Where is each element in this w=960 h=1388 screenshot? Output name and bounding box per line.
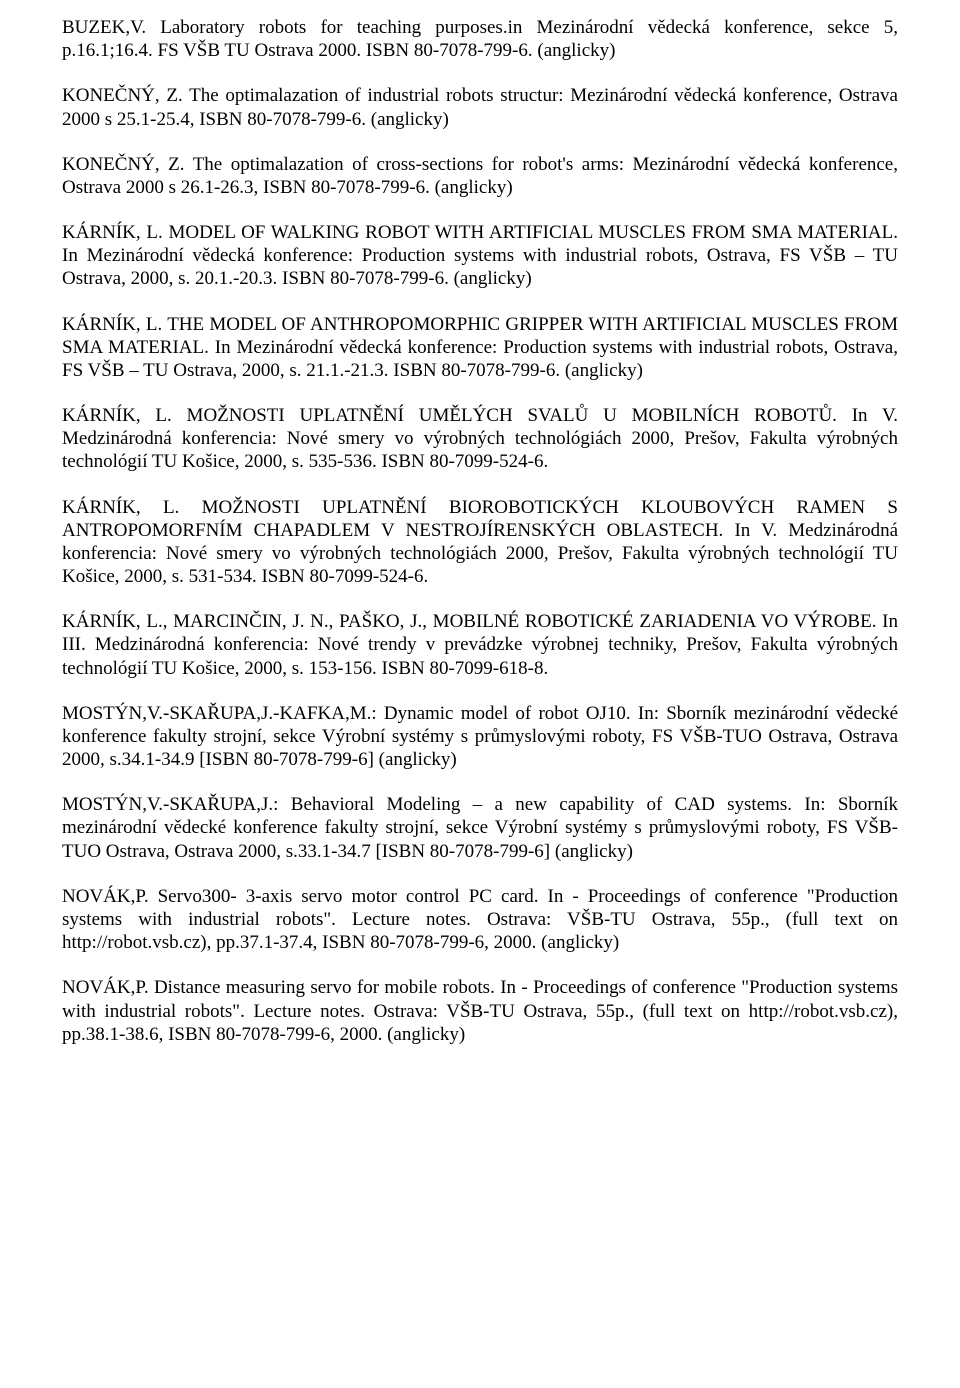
reference-item: MOSTÝN,V.-SKAŘUPA,J.-KAFKA,M.: Dynamic m…: [62, 702, 898, 772]
reference-item: KÁRNÍK, L. MOŽNOSTI UPLATNĚNÍ BIOROBOTIC…: [62, 496, 898, 589]
reference-item: KONEČNÝ, Z. The optimalazation of indust…: [62, 84, 898, 130]
reference-item: KÁRNÍK, L., MARCINČIN, J. N., PAŠKO, J.,…: [62, 610, 898, 680]
reference-item: KONEČNÝ, Z. The optimalazation of cross-…: [62, 153, 898, 199]
reference-item: NOVÁK,P. Distance measuring servo for mo…: [62, 976, 898, 1046]
reference-item: KÁRNÍK, L. MOŽNOSTI UPLATNĚNÍ UMĚLÝCH SV…: [62, 404, 898, 474]
reference-item: BUZEK,V. Laboratory robots for teaching …: [62, 16, 898, 62]
reference-item: MOSTÝN,V.-SKAŘUPA,J.: Behavioral Modelin…: [62, 793, 898, 863]
reference-item: NOVÁK,P. Servo300- 3-axis servo motor co…: [62, 885, 898, 955]
reference-item: KÁRNÍK, L. MODEL OF WALKING ROBOT WITH A…: [62, 221, 898, 291]
reference-item: KÁRNÍK, L. THE MODEL OF ANTHROPOMORPHIC …: [62, 313, 898, 383]
